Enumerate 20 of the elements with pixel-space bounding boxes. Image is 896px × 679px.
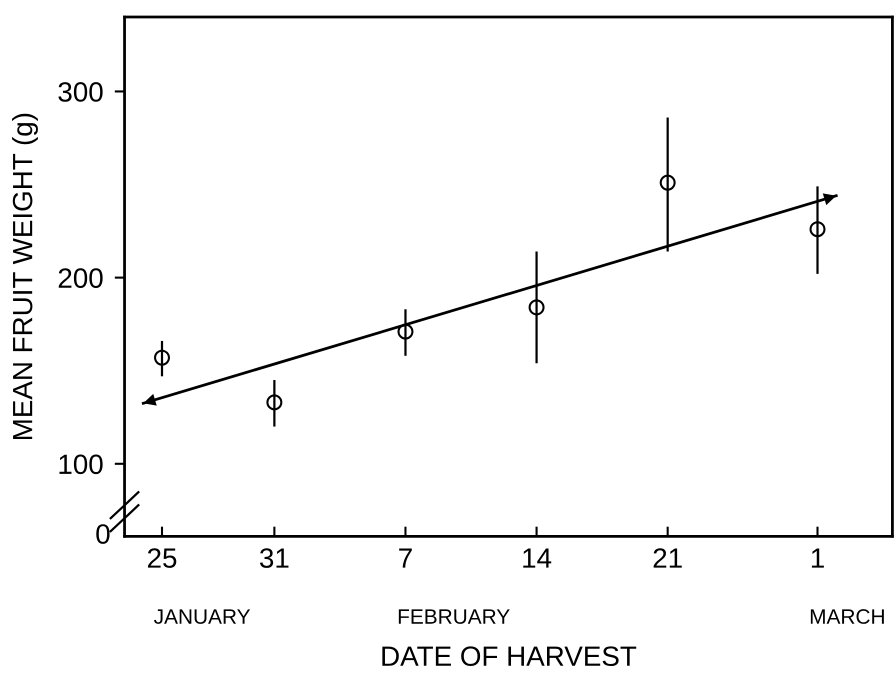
x-tick-label: 14 <box>523 548 552 568</box>
point <box>266 394 282 410</box>
text: FEBRUARY <box>398 609 510 624</box>
x-tick-label: 21 <box>654 548 682 568</box>
x-tick-label: 1 <box>812 548 824 568</box>
point <box>397 324 414 340</box>
point <box>154 350 170 366</box>
x-tick-label: 7 <box>399 548 412 568</box>
y-tick-label: 100 <box>59 454 103 474</box>
text: 0 <box>96 524 110 544</box>
x-tick-label: 31 <box>260 548 288 568</box>
point <box>528 299 545 316</box>
y-tick-label: 300 <box>58 82 103 102</box>
x-axis-title: DATE OF HARVEST <box>382 646 636 666</box>
point <box>660 174 676 191</box>
x-tick-label: 25 <box>148 548 176 568</box>
text: MARCH <box>810 609 884 624</box>
y-tick-label: 200 <box>58 268 103 288</box>
text: JANUARY <box>154 609 250 624</box>
y-axis-title: MEAN FRUIT WEIGHT (g) <box>12 114 38 440</box>
